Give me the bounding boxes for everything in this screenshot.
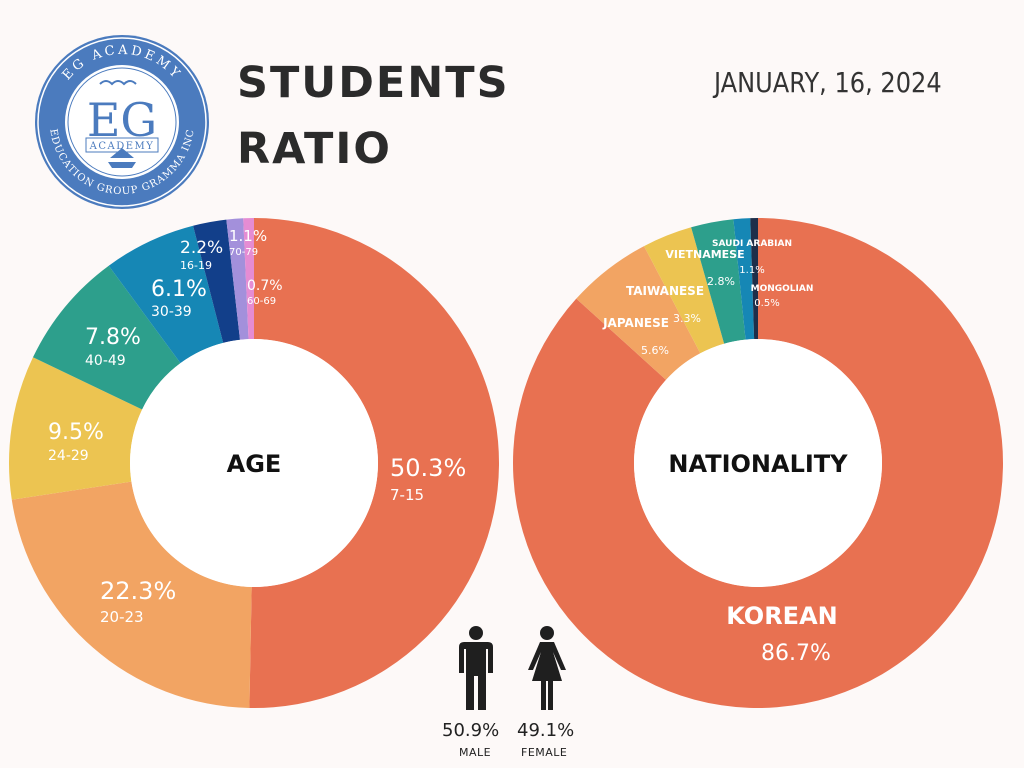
- page-title-line-2: RATIO: [237, 124, 392, 174]
- nationality-slice-mongolian: [750, 218, 758, 340]
- age-slice-20-23: [11, 481, 252, 708]
- nationality-label-mongolian: MONGOLIAN: [751, 284, 814, 294]
- nationality-slice-korean: [512, 218, 1003, 708]
- age-slice-70-79: [226, 218, 249, 340]
- nationality-value-vietnamese: 2.8%: [707, 275, 735, 288]
- nationality-label-vietnamese: VIETNAMESE: [665, 248, 744, 261]
- male-person-icon: [459, 626, 493, 710]
- age-value-16-19: 2.2%: [180, 238, 223, 258]
- age-label-60-69: 60-69: [247, 296, 276, 307]
- age-slice-7-15: [249, 218, 500, 709]
- female-label: FEMALE: [521, 746, 568, 759]
- age-value-40-49: 7.8%: [85, 325, 141, 350]
- age-slice-60-69: [243, 218, 254, 340]
- age-slice-40-49: [32, 265, 181, 410]
- age-value-24-29: 9.5%: [48, 420, 104, 445]
- age-value-70-79: 1.1%: [229, 227, 267, 245]
- male-percent: 50.9%: [442, 720, 500, 741]
- age-label-16-19: 16-19: [180, 259, 212, 272]
- nationality-label-korean: KOREAN: [726, 602, 837, 630]
- age-center-label: AGE: [227, 450, 282, 478]
- age-value-7-15: 50.3%: [390, 454, 466, 482]
- age-slice-24-29: [8, 357, 143, 500]
- nationality-value-taiwanese: 3.3%: [673, 312, 701, 325]
- age-value-20-23: 22.3%: [100, 577, 176, 605]
- nationality-value-korean: 86.7%: [761, 641, 831, 666]
- nationality-slice-saudi-arabian: [733, 218, 755, 340]
- age-value-30-39: 6.1%: [151, 277, 207, 302]
- page-title-line-1: STUDENTS: [237, 58, 510, 108]
- nationality-donut-hole: [634, 339, 882, 587]
- male-label: MALE: [459, 746, 492, 759]
- age-slice-30-39: [108, 225, 224, 364]
- nationality-label-saudi-arabian: SAUDI ARABIAN: [712, 239, 792, 249]
- nationality-value-mongolian: 0.5%: [754, 298, 779, 309]
- eg-academy-logo: EG ACADEMY EDUCATION GROUP GRAMMA INC EG…: [35, 35, 209, 209]
- nationality-label-japanese: JAPANESE: [602, 316, 669, 330]
- age-label-40-49: 40-49: [85, 353, 126, 369]
- age-slice-16-19: [193, 219, 241, 343]
- age-label-24-29: 24-29: [48, 448, 89, 464]
- nationality-center-label: NATIONALITY: [668, 450, 848, 478]
- nationality-value-saudi-arabian: 1.1%: [739, 265, 764, 276]
- age-label-20-23: 20-23: [100, 608, 144, 626]
- age-label-70-79: 70-79: [229, 247, 258, 258]
- nationality-slice-vietnamese: [691, 219, 746, 344]
- age-label-30-39: 30-39: [151, 304, 192, 320]
- nationality-slice-taiwanese: [644, 227, 725, 354]
- nationality-slice-japanese: [576, 246, 701, 380]
- nationality-label-taiwanese: TAIWANESE: [626, 284, 704, 298]
- female-percent: 49.1%: [517, 720, 575, 741]
- female-person-icon: [528, 626, 566, 710]
- age-value-60-69: 0.7%: [247, 278, 283, 294]
- age-donut-hole: [130, 339, 378, 587]
- report-date: JANUARY, 16, 2024: [714, 66, 942, 99]
- nationality-value-japanese: 5.6%: [641, 344, 669, 357]
- age-label-7-15: 7-15: [390, 486, 424, 504]
- svg-text:ACADEMY: ACADEMY: [89, 141, 155, 152]
